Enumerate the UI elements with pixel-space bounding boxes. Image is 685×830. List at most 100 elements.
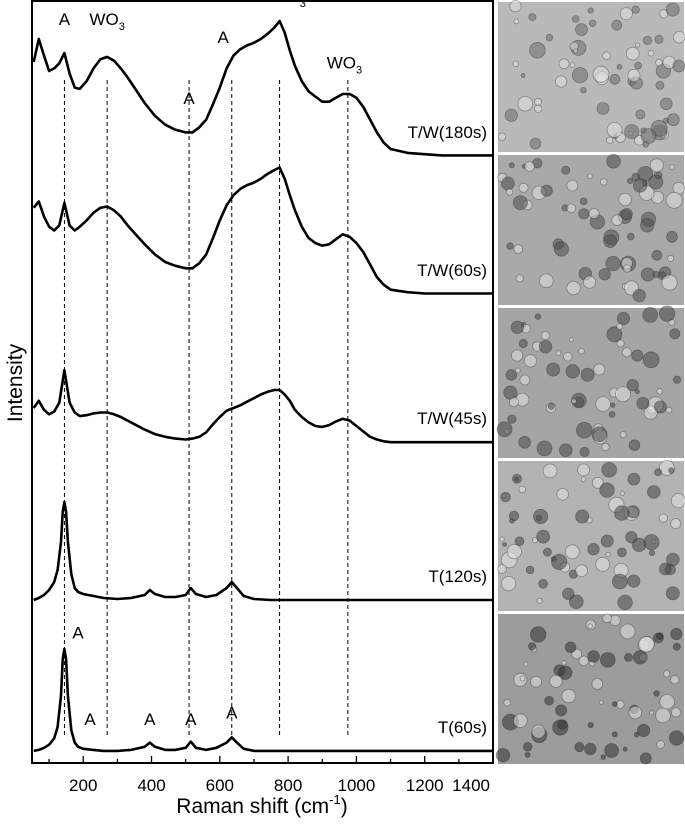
micrograph-grain bbox=[670, 707, 682, 718]
micrograph-grain bbox=[587, 650, 600, 663]
micrograph-grain bbox=[530, 675, 542, 688]
micrograph-grain bbox=[518, 338, 528, 349]
peak-label: A bbox=[59, 10, 71, 29]
micrograph-grain bbox=[568, 594, 584, 610]
y-axis-label: Intensity bbox=[4, 343, 27, 422]
peak-label: A bbox=[226, 704, 238, 723]
micrograph-grain bbox=[500, 575, 517, 592]
micrograph-grain bbox=[565, 364, 580, 379]
micrograph-grain bbox=[601, 461, 617, 478]
micrograph-grain bbox=[500, 491, 511, 503]
micrograph-grain bbox=[532, 537, 539, 544]
micrograph-grain bbox=[618, 192, 632, 207]
micrograph-grain bbox=[668, 467, 675, 474]
micrograph-grain bbox=[616, 323, 623, 330]
micrograph-grain bbox=[670, 627, 683, 641]
micrograph-grain bbox=[626, 177, 634, 185]
micrograph-grain bbox=[579, 446, 590, 457]
x-tick-label: 400 bbox=[137, 776, 165, 795]
micrograph-grain bbox=[571, 67, 589, 84]
micrograph-grain bbox=[659, 694, 675, 710]
micrograph-grain bbox=[617, 547, 627, 558]
micrograph-grain bbox=[642, 141, 650, 148]
micrograph-grain bbox=[632, 650, 648, 665]
micrograph-grain bbox=[566, 203, 577, 214]
micrograph-grain bbox=[515, 274, 524, 283]
micrograph-grain bbox=[542, 547, 552, 557]
micrograph-grain bbox=[602, 51, 611, 61]
micrograph-grain bbox=[513, 713, 528, 728]
micrograph-grain bbox=[555, 350, 562, 357]
micrograph-grain bbox=[670, 674, 680, 685]
micrograph-grain bbox=[606, 121, 623, 138]
micrograph-grain bbox=[672, 375, 682, 384]
x-tick-label: 1400 bbox=[452, 776, 490, 795]
micrograph-grain bbox=[619, 7, 633, 21]
micrograph-grain bbox=[512, 60, 520, 68]
micrograph-grain bbox=[601, 442, 610, 452]
micrograph-grain bbox=[606, 136, 614, 144]
micrograph-grain bbox=[580, 476, 587, 482]
micrograph-grain bbox=[523, 661, 529, 667]
micrograph-grain bbox=[611, 214, 623, 226]
micrograph-grain bbox=[519, 374, 531, 386]
peak-label: A bbox=[183, 89, 195, 108]
micrograph-grain bbox=[640, 218, 655, 233]
micrograph-grain bbox=[625, 46, 640, 61]
micrograph-grain bbox=[496, 421, 513, 438]
micrograph-grain bbox=[520, 73, 526, 78]
micrograph-grain bbox=[610, 402, 616, 408]
micrograph-grain bbox=[666, 230, 678, 243]
micrograph-grain bbox=[546, 362, 561, 377]
micrograph-grain bbox=[509, 517, 515, 524]
micrograph-grain bbox=[569, 337, 574, 343]
micrograph-grain bbox=[575, 421, 593, 439]
micrograph-grain bbox=[622, 746, 628, 752]
micrograph-grain bbox=[627, 472, 641, 486]
micrograph-grain bbox=[575, 509, 590, 524]
spectrum-line bbox=[33, 647, 493, 753]
micrograph-grain bbox=[578, 655, 589, 667]
micrograph-grain bbox=[604, 743, 619, 758]
micrograph-grain bbox=[635, 42, 641, 48]
micrograph-grain bbox=[563, 352, 573, 362]
micrograph-grain bbox=[547, 402, 555, 410]
peak-label: A bbox=[72, 624, 84, 643]
micrograph-grain bbox=[545, 33, 554, 42]
micrograph-grain bbox=[538, 340, 553, 354]
micrograph-grain bbox=[549, 674, 563, 688]
micrograph-grain bbox=[596, 102, 610, 115]
micrograph-grain bbox=[514, 536, 525, 547]
micrograph-grain bbox=[615, 386, 632, 403]
micrograph-grain bbox=[655, 58, 663, 67]
spectrum-line bbox=[32, 19, 493, 157]
micrograph-column bbox=[495, 0, 685, 765]
micrograph-grain bbox=[540, 184, 553, 197]
micrograph-grain bbox=[627, 574, 641, 588]
micrograph-grain bbox=[655, 707, 671, 724]
micrograph-grain bbox=[558, 443, 573, 458]
micrograph-grain bbox=[609, 73, 621, 85]
micrograph-grain bbox=[519, 675, 526, 682]
micrograph-grain bbox=[608, 411, 616, 418]
micrograph-grain bbox=[623, 652, 633, 662]
micrograph-grain bbox=[524, 751, 531, 758]
micrograph-grain bbox=[532, 508, 549, 525]
micrograph-grain bbox=[500, 176, 515, 191]
peak-label: WO3 bbox=[89, 10, 124, 33]
x-tick-label: 800 bbox=[274, 776, 302, 795]
micrograph-grain bbox=[669, 164, 675, 170]
micrograph-grain bbox=[573, 48, 578, 54]
micrograph-grain bbox=[592, 476, 604, 489]
micrograph-grain bbox=[528, 13, 537, 22]
micrograph-grain bbox=[656, 740, 665, 749]
micrograph-grain bbox=[553, 241, 570, 257]
micrograph-grain bbox=[611, 19, 623, 31]
micrograph-grain bbox=[599, 482, 615, 498]
micrograph-grain bbox=[587, 543, 600, 556]
peak-label: A bbox=[144, 710, 156, 729]
micrograph-grain bbox=[497, 564, 507, 574]
micrograph-grain bbox=[571, 15, 580, 23]
micrograph-grain bbox=[503, 385, 518, 400]
